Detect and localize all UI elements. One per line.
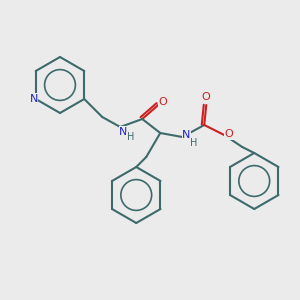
Text: O: O <box>202 92 211 102</box>
Text: N: N <box>119 127 128 137</box>
Text: N: N <box>182 130 190 140</box>
Text: N: N <box>30 94 38 104</box>
Text: H: H <box>190 138 197 148</box>
Text: O: O <box>159 97 168 107</box>
Text: O: O <box>225 129 234 139</box>
Text: H: H <box>127 132 134 142</box>
